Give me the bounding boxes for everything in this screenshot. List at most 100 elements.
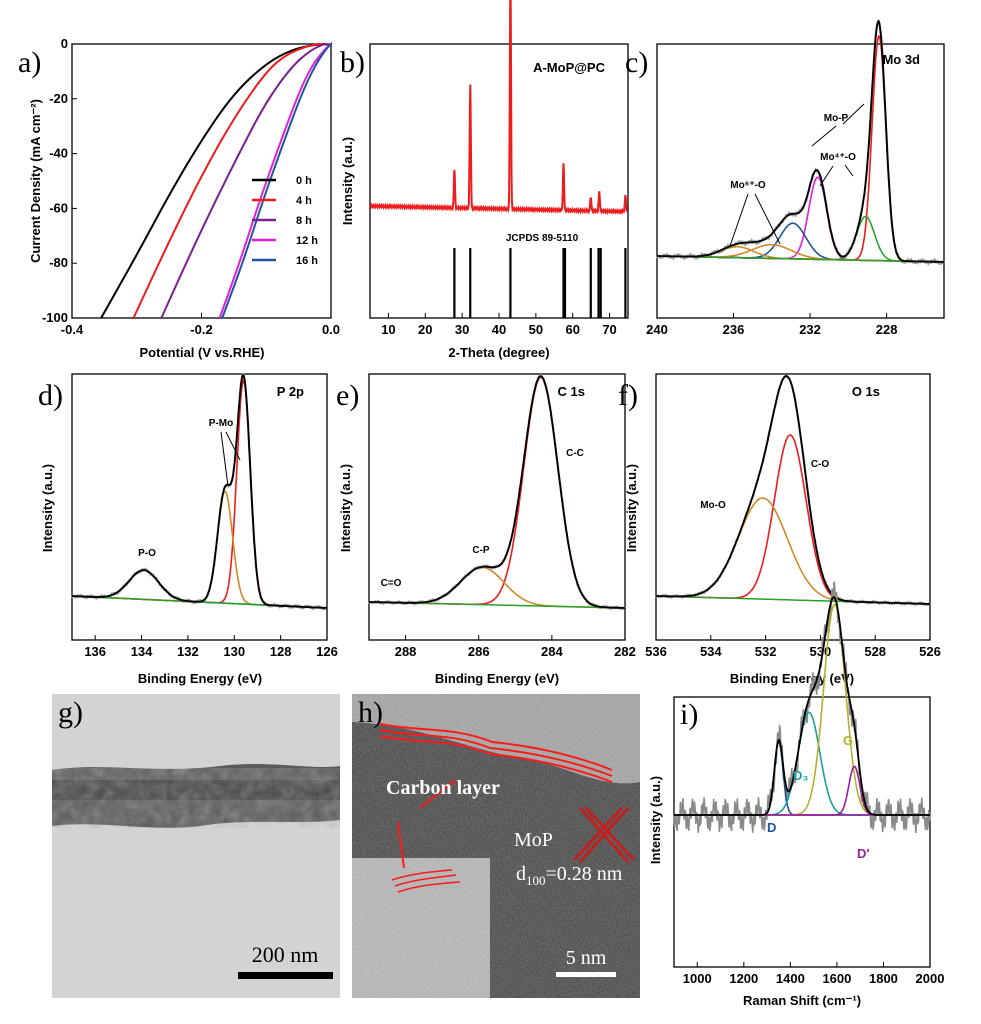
panel-e-series <box>368 373 626 611</box>
panel-f-raw-data <box>655 374 931 607</box>
panel-i-xtick-label-0: 1000 <box>683 971 712 986</box>
panel-f-title: O 1s <box>852 384 880 399</box>
panel-d-ticks: 136 134 132 130 128 126 <box>84 635 338 659</box>
panel-label-f: f) <box>618 379 638 412</box>
panel-a-series <box>100 41 332 319</box>
panel-i-annotation-g: G <box>843 733 853 748</box>
panel-a-legend-label-3: 12 h <box>296 235 318 247</box>
panel-h-scalebar-label: 5 nm <box>566 947 607 969</box>
panel-i-frame <box>673 696 931 968</box>
panel-i-ylabel: Intensity (a.u.) <box>648 776 663 864</box>
panel-b-xtick-label-3: 40 <box>492 322 506 337</box>
panel-a-series-3 <box>218 41 332 319</box>
panel-i-xtick-label-4: 1800 <box>869 971 898 986</box>
panel-i-ticks: 1000 1200 1400 1600 1800 2000 <box>683 962 945 986</box>
panel-a-legend-label-0: 0 h <box>296 175 312 187</box>
panel-a-ytick-label-1: -20 <box>49 91 68 106</box>
panel-e-envelope <box>369 375 625 609</box>
panel-a-series-4 <box>221 41 332 319</box>
panel-a-legend-label-4: 16 h <box>296 255 318 267</box>
panel-i-xtick-label-5: 2000 <box>916 971 945 986</box>
panel-f-component-0 <box>656 434 930 605</box>
panel-a-series-2 <box>160 42 332 319</box>
panel-i-annotation-d3: D₃ <box>793 768 808 783</box>
panel-e-raw-data <box>368 373 626 611</box>
panel-i-xtick-label-3: 1600 <box>822 971 851 986</box>
panel-label-b: b) <box>340 46 365 79</box>
panel-a-legend-label-2: 8 h <box>296 215 312 227</box>
panel-e-c1s: 288 286 284 282 C 1s C-C C-P C=O Binding En… <box>338 373 636 686</box>
panel-a-xtick-label-0: -0.4 <box>61 322 84 337</box>
panel-e-frame <box>368 373 626 641</box>
panel-a-ytick-label-4: -80 <box>49 255 68 270</box>
panel-g-background <box>52 694 340 998</box>
panel-g-vacuum-shade <box>52 694 340 998</box>
panel-label-h: h) <box>358 696 383 729</box>
panel-d-envelope <box>72 374 327 609</box>
panel-a-ytick-label-2: -40 <box>49 146 68 161</box>
panel-c-background <box>657 255 944 263</box>
panel-i-envelope <box>674 596 930 816</box>
panel-h-carbon-outline-2 <box>379 723 613 771</box>
panel-c-frame <box>656 43 945 319</box>
panel-b-xrd-pattern <box>369 0 629 216</box>
panel-f-xlabel: Binding Energy (eV) <box>730 671 854 686</box>
panel-e-annotation-c-o: C=O <box>381 578 402 589</box>
panel-d-title: P 2p <box>277 384 304 399</box>
panel-b-ylabel: Intensity (a.u.) <box>340 137 355 225</box>
panel-c-annotation-mo6-o: Mo⁶⁺-O <box>730 180 766 191</box>
panel-a-xtick-label-1: -0.2 <box>190 322 212 337</box>
panel-b-xtick-label-5: 60 <box>565 322 579 337</box>
panel-i-xtick-label-1: 1200 <box>729 971 758 986</box>
panel-a-ytick-label-5: -100 <box>42 310 68 325</box>
panel-d-xtick-label-5: 126 <box>316 644 338 659</box>
panel-c-series <box>656 18 945 266</box>
panel-i-series <box>673 581 931 833</box>
panel-e-xtick-label-0: 288 <box>395 644 417 659</box>
panel-label-g: g) <box>58 696 83 729</box>
panel-d-annotation-arrows <box>220 431 241 487</box>
panel-label-c: c) <box>625 46 648 79</box>
panel-f-xtick-label-2: 532 <box>755 644 777 659</box>
panel-b-xtick-label-4: 50 <box>529 322 543 337</box>
panel-e-annotation-c-p: C-P <box>472 545 490 556</box>
panel-b-xlabel: 2-Theta (degree) <box>448 345 549 360</box>
panel-b-frame <box>369 43 629 319</box>
panel-c-annotation-arrows <box>729 103 865 247</box>
panel-e-xtick-label-2: 284 <box>541 644 563 659</box>
panel-h-arrow-2 <box>397 821 405 869</box>
panel-f-series <box>655 374 931 607</box>
panel-d-raw-data <box>71 371 327 611</box>
panel-c-mo3d: 240 236 232 228 Mo 3d Mo-P Mo⁶⁺-O Mo⁴⁺-O <box>646 18 945 337</box>
panel-d-annotation-p-o: P-O <box>138 548 156 559</box>
panel-d-xlabel: Binding Energy (eV) <box>138 671 262 686</box>
panel-d-series <box>71 371 327 611</box>
panel-f-o1s: 536 534 532 530 528 526 O 1s C-O Mo-O Binding… <box>624 373 941 686</box>
panel-f-xtick-label-5: 526 <box>919 644 941 659</box>
panel-f-ticks: 536 534 532 530 528 526 <box>645 635 941 659</box>
panel-g-scalebar <box>238 972 333 979</box>
panel-a-legend: 0 h 4 h 8 h 12 h 16 h <box>252 175 318 267</box>
panel-d-component-0 <box>72 379 327 609</box>
panel-a-ylabel: Current Density (mA cm⁻²) <box>28 99 43 263</box>
panel-b-series <box>369 0 629 318</box>
panel-d-xtick-label-2: 132 <box>177 644 199 659</box>
panel-f-annotation-c-o: C-O <box>811 459 830 470</box>
panel-c-envelope <box>657 20 944 263</box>
panel-d-xtick-label-0: 136 <box>84 644 106 659</box>
panel-a-xtick-label-2: 0.0 <box>322 322 340 337</box>
panel-c-xtick-label-1: 236 <box>723 322 745 337</box>
panel-d-frame <box>71 373 328 641</box>
panel-c-component-1 <box>657 176 944 263</box>
panel-e-ylabel: Intensity (a.u.) <box>338 464 353 552</box>
panel-e-component-0 <box>369 376 625 609</box>
panel-e-xtick-label-1: 286 <box>468 644 490 659</box>
panel-d-component-1 <box>72 490 327 609</box>
panel-d-p2p: 136 134 132 130 128 126 P 2p P-Mo P-O Binding… <box>40 371 338 686</box>
panel-i-xlabel: Raman Shift (cm⁻¹) <box>743 993 861 1008</box>
panel-a-series-1 <box>132 42 332 319</box>
panel-a-legend-label-1: 4 h <box>296 195 312 207</box>
panel-a-ytick-label-3: -60 <box>49 200 68 215</box>
panel-h-scalebar <box>556 972 616 977</box>
panel-a-xlabel: Potential (V vs.RHE) <box>140 345 265 360</box>
